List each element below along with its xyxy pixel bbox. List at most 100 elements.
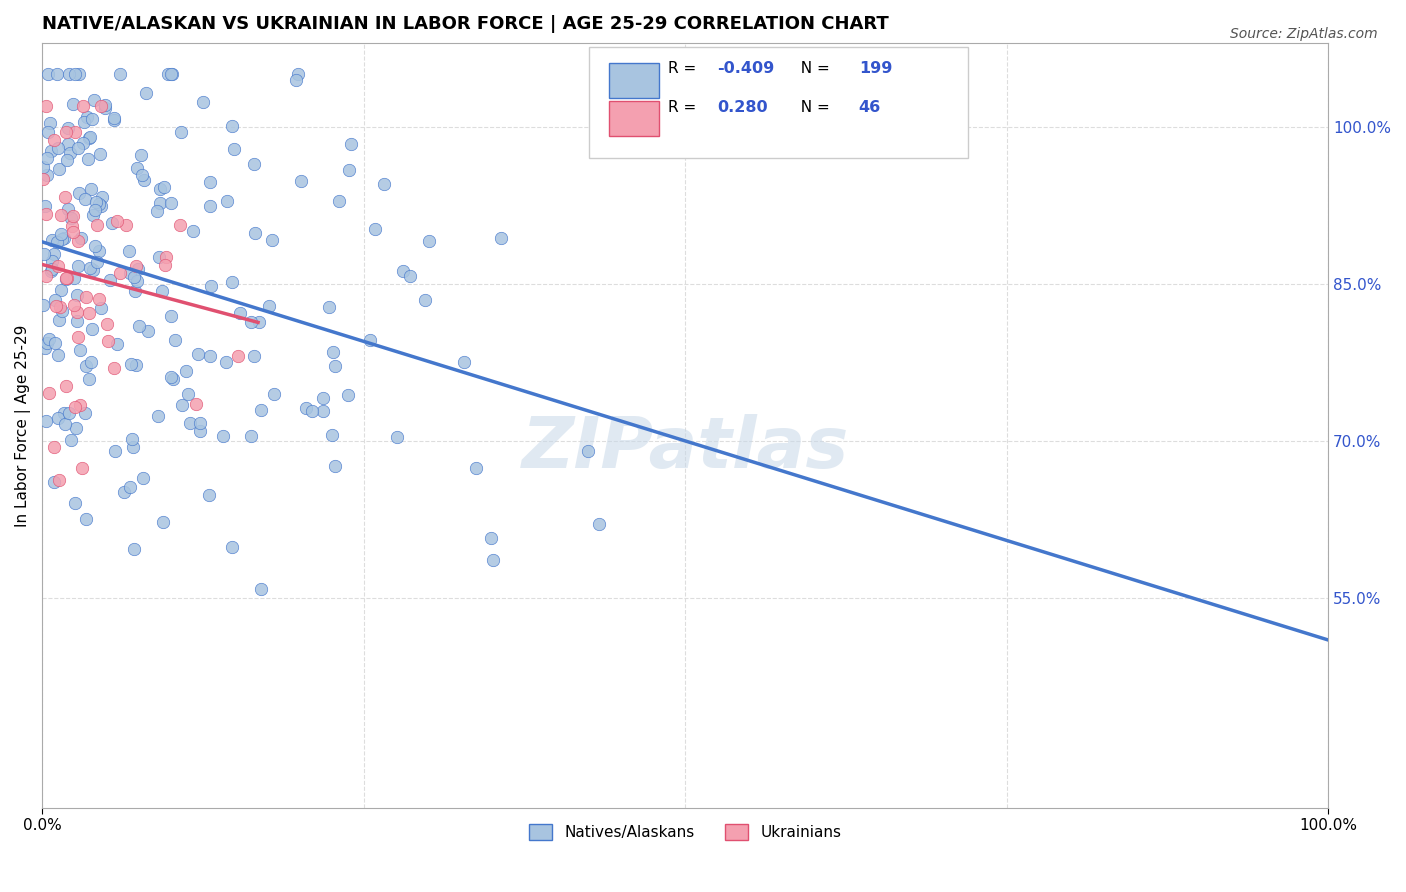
Point — [127, 262, 149, 277]
Point — [257, 300, 280, 314]
Point — [32, 247, 55, 261]
Point — [55, 153, 77, 168]
Point — [399, 269, 422, 284]
Point — [250, 403, 273, 417]
Point — [176, 386, 198, 401]
Point — [125, 259, 148, 273]
Point — [42, 133, 65, 147]
Point — [200, 175, 222, 189]
Point — [69, 343, 91, 357]
Point — [104, 444, 127, 458]
Point — [79, 355, 101, 369]
Point — [80, 182, 103, 196]
Point — [392, 264, 415, 278]
Point — [77, 152, 100, 166]
Point — [340, 136, 363, 151]
Text: NATIVE/ALASKAN VS UKRAINIAN IN LABOR FORCE | AGE 25-29 CORRELATION CHART: NATIVE/ALASKAN VS UKRAINIAN IN LABOR FOR… — [42, 15, 889, 33]
Point — [169, 218, 191, 232]
Point — [42, 247, 65, 261]
FancyBboxPatch shape — [589, 46, 969, 158]
Point — [79, 306, 101, 320]
Point — [243, 157, 266, 171]
Point — [103, 361, 125, 376]
Point — [122, 270, 145, 285]
FancyBboxPatch shape — [609, 101, 659, 136]
Point — [55, 271, 77, 285]
Point — [60, 219, 83, 233]
Point — [72, 99, 94, 113]
Point — [62, 97, 84, 112]
Point — [107, 214, 129, 228]
Point — [187, 347, 209, 361]
Text: 0.280: 0.280 — [717, 100, 768, 115]
Point — [66, 235, 89, 249]
Point — [453, 354, 475, 368]
Point — [38, 332, 60, 346]
Point — [56, 136, 79, 151]
Point — [243, 349, 266, 363]
Point — [263, 386, 285, 401]
Point — [162, 372, 184, 386]
Point — [48, 473, 70, 487]
Point — [62, 298, 84, 312]
Point — [115, 219, 138, 233]
Point — [58, 67, 80, 81]
Point — [84, 239, 107, 253]
Point — [44, 335, 66, 350]
Legend: Natives/Alaskans, Ukrainians: Natives/Alaskans, Ukrainians — [523, 818, 848, 846]
Point — [84, 202, 107, 217]
Point — [39, 264, 62, 278]
Point — [110, 67, 132, 81]
Point — [51, 283, 73, 297]
Point — [84, 194, 107, 209]
Point — [79, 130, 101, 145]
Point — [75, 289, 97, 303]
Point — [66, 141, 89, 155]
Point — [328, 194, 350, 209]
Point — [94, 101, 117, 115]
Point — [89, 147, 111, 161]
Point — [44, 440, 66, 454]
Point — [37, 151, 59, 165]
Point — [63, 271, 86, 285]
Point — [44, 293, 66, 308]
Point — [80, 112, 103, 127]
Point — [186, 397, 208, 411]
Point — [312, 404, 335, 418]
Point — [37, 67, 59, 81]
Point — [77, 371, 100, 385]
Point — [97, 334, 120, 348]
Point — [38, 386, 60, 401]
Point — [32, 160, 55, 174]
Point — [41, 262, 63, 277]
Point — [73, 406, 96, 420]
Point — [48, 162, 70, 177]
Point — [48, 349, 70, 363]
Point — [243, 226, 266, 240]
Point — [197, 488, 219, 502]
Point — [489, 231, 512, 245]
Point — [385, 430, 408, 444]
Point — [121, 432, 143, 446]
Point — [127, 161, 149, 176]
Point — [34, 199, 56, 213]
Point — [77, 131, 100, 145]
Point — [38, 116, 60, 130]
Point — [51, 232, 73, 246]
Point — [148, 182, 170, 196]
Point — [69, 398, 91, 412]
Point — [155, 250, 177, 264]
Point — [146, 203, 169, 218]
Point — [65, 420, 87, 434]
Point — [132, 471, 155, 485]
Point — [135, 87, 157, 101]
Point — [136, 324, 159, 338]
Point — [588, 516, 610, 531]
Point — [53, 417, 76, 432]
Text: N =: N = — [790, 100, 834, 115]
Point — [90, 199, 112, 213]
Point — [35, 414, 58, 428]
Point — [62, 209, 84, 223]
Point — [118, 480, 141, 494]
Point — [70, 460, 93, 475]
